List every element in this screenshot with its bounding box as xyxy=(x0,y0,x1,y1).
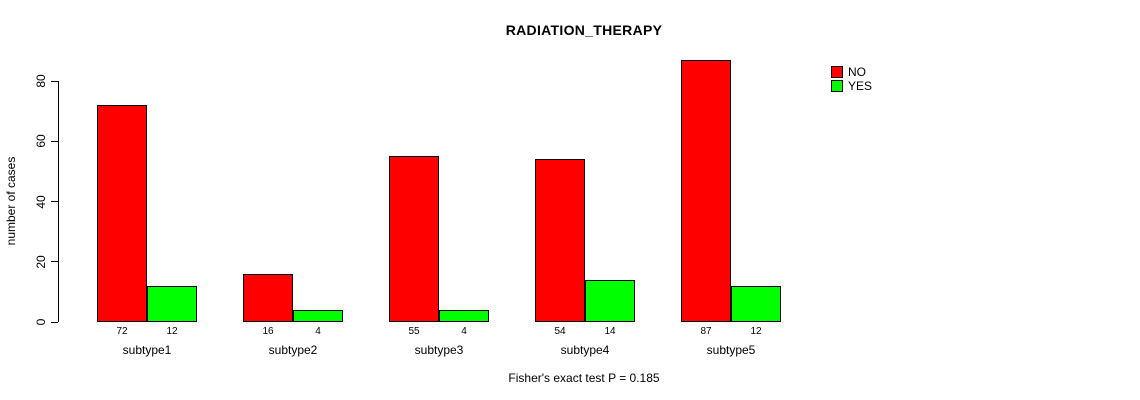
y-tick-mark xyxy=(51,321,58,323)
bar-value-label-no-subtype3: 55 xyxy=(408,326,420,337)
legend-swatch-no-icon xyxy=(831,65,843,78)
y-tick-mark xyxy=(51,261,58,263)
x-category-label-subtype4: subtype4 xyxy=(560,343,610,357)
stat-annotation: Fisher's exact test P = 0.185 xyxy=(508,371,660,385)
bar-no-subtype4 xyxy=(535,159,585,322)
bar-yes-subtype5 xyxy=(731,286,781,322)
x-category-label-subtype3: subtype3 xyxy=(414,343,464,357)
bar-yes-subtype1 xyxy=(147,286,197,322)
bar-yes-subtype4 xyxy=(585,280,635,322)
bar-value-label-yes-subtype3: 4 xyxy=(461,326,467,337)
bar-value-label-yes-subtype2: 4 xyxy=(315,326,321,337)
bar-no-subtype1 xyxy=(97,105,147,322)
bar-value-label-yes-subtype5: 12 xyxy=(750,326,762,337)
y-tick-label: 20 xyxy=(34,255,48,269)
y-tick-mark xyxy=(51,80,58,82)
bar-yes-subtype3 xyxy=(439,310,489,322)
x-category-label-subtype1: subtype1 xyxy=(122,343,172,357)
chart-title: RADIATION_THERAPY xyxy=(505,22,663,38)
bar-value-label-yes-subtype4: 14 xyxy=(604,326,616,337)
legend-label-yes: YES xyxy=(848,78,873,93)
y-tick-label: 80 xyxy=(34,74,48,88)
y-axis-label: number of cases xyxy=(4,156,18,246)
y-tick-label: 0 xyxy=(34,318,48,326)
y-tick-label: 60 xyxy=(34,134,48,148)
y-tick-mark xyxy=(51,201,58,202)
y-tick-mark xyxy=(51,140,58,142)
bar-value-label-no-subtype5: 87 xyxy=(700,326,712,337)
bar-yes-subtype2 xyxy=(293,310,343,322)
bar-value-label-no-subtype4: 54 xyxy=(554,326,566,337)
x-category-label-subtype5: subtype5 xyxy=(706,343,756,357)
legend-item-yes: YES xyxy=(831,78,873,93)
y-axis xyxy=(58,81,59,322)
bar-no-subtype2 xyxy=(243,274,293,322)
legend-item-no: NO xyxy=(831,64,872,79)
y-tick-label: 40 xyxy=(34,194,48,209)
legend: NO YES xyxy=(831,65,872,93)
legend-label-no: NO xyxy=(848,64,866,79)
bar-value-label-yes-subtype1: 12 xyxy=(166,326,178,337)
bar-value-label-no-subtype1: 72 xyxy=(116,326,128,337)
bar-value-label-no-subtype2: 16 xyxy=(262,326,274,337)
bar-no-subtype5 xyxy=(681,60,731,322)
bar-no-subtype3 xyxy=(389,156,439,322)
x-category-label-subtype2: subtype2 xyxy=(268,343,318,357)
legend-swatch-yes-icon xyxy=(831,79,843,92)
